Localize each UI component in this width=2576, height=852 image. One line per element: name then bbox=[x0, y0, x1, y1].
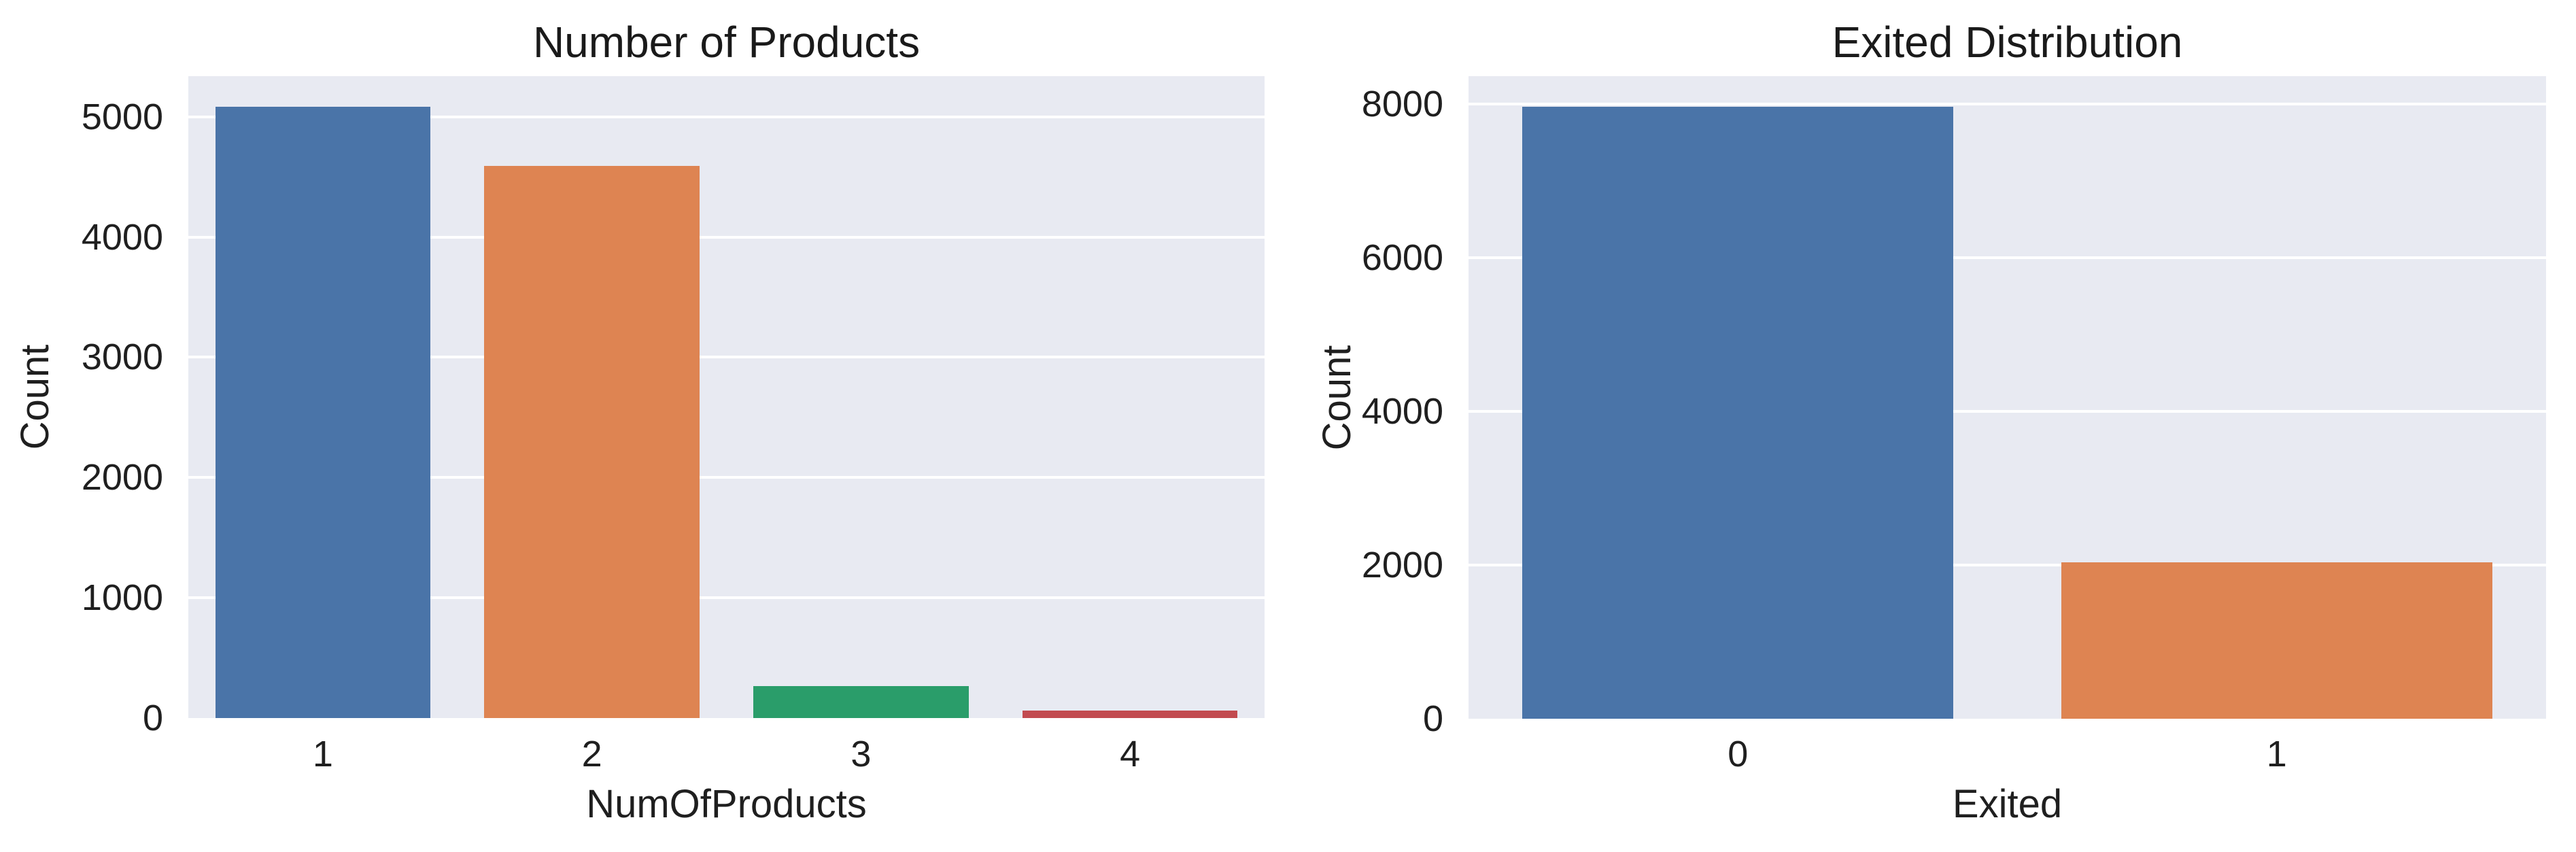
y-tick-label: 1000 bbox=[81, 577, 163, 619]
y-tick-label: 8000 bbox=[1361, 83, 1443, 124]
y-gridline bbox=[1469, 102, 2546, 105]
y-tick-label: 0 bbox=[1422, 698, 1443, 739]
bar-numofproducts-1 bbox=[215, 106, 431, 718]
y-tick-label: 6000 bbox=[1361, 237, 1443, 278]
x-tick-label: 2 bbox=[581, 734, 602, 774]
bar-exited-0 bbox=[1522, 106, 1954, 719]
y-tick-label: 0 bbox=[142, 698, 163, 738]
y-gridline bbox=[188, 115, 1265, 118]
x-tick-label: 0 bbox=[1728, 734, 1749, 774]
bar-numofproducts-4 bbox=[1022, 711, 1238, 718]
y-gridline bbox=[1469, 409, 2546, 413]
bar-exited-1 bbox=[2061, 562, 2492, 719]
x-tick-label: 1 bbox=[2266, 734, 2287, 774]
bar-numofproducts-3 bbox=[753, 685, 969, 718]
y-gridline bbox=[188, 356, 1265, 359]
chart-title: Number of Products bbox=[532, 18, 921, 67]
x-tick-label: 3 bbox=[851, 734, 872, 774]
y-gridline bbox=[1469, 256, 2546, 259]
y-gridline bbox=[188, 596, 1265, 600]
x-tick-label: 1 bbox=[312, 734, 333, 774]
y-tick-label: 3000 bbox=[81, 337, 163, 378]
y-gridline bbox=[188, 235, 1265, 239]
y-tick-label: 2000 bbox=[1361, 544, 1443, 585]
bar-numofproducts-2 bbox=[484, 166, 700, 718]
y-gridline bbox=[1469, 563, 2546, 566]
y-tick-label: 4000 bbox=[1361, 390, 1443, 432]
y-tick-label: 5000 bbox=[81, 96, 163, 137]
x-axis-label: Exited bbox=[1952, 782, 2063, 826]
x-axis-label: NumOfProducts bbox=[586, 782, 867, 826]
y-axis-label: Count bbox=[1315, 345, 1359, 450]
y-tick-label: 4000 bbox=[81, 216, 163, 258]
y-tick-label: 2000 bbox=[81, 457, 163, 498]
y-gridline bbox=[188, 476, 1265, 479]
chart-title: Exited Distribution bbox=[1832, 18, 2183, 67]
y-axis-label: Count bbox=[13, 344, 57, 450]
x-tick-label: 4 bbox=[1120, 734, 1141, 774]
